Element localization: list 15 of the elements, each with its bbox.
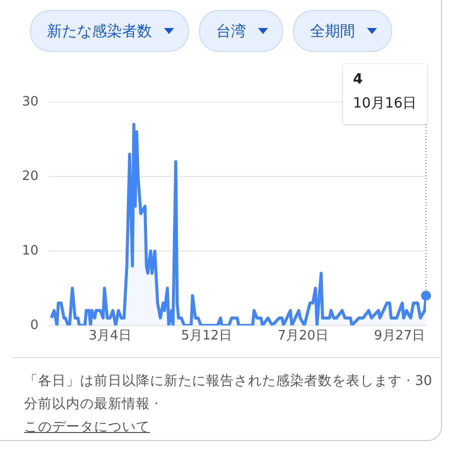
x-tick-label: 7月20日	[278, 328, 328, 344]
y-tick-label: 0	[30, 318, 39, 333]
annotation: 10月16日	[353, 96, 417, 112]
y-tick-label: 10	[22, 243, 39, 258]
x-tick-label: 9月27日	[374, 328, 425, 344]
y-tick-label: 30	[22, 94, 39, 110]
y-tick-label: 20	[22, 168, 39, 184]
text: 台湾	[216, 22, 246, 40]
text: このデータについて	[24, 418, 151, 437]
x-tick-label: 3月4日	[88, 328, 132, 344]
text: 新たな感染者数	[47, 22, 152, 40]
text: 全期間	[310, 22, 355, 40]
x-tick-label: 5月12日	[181, 328, 232, 344]
text: 「各日」は前日以降に新たに報告された感染者数を表します · 30 分前以内の最新情報 ·	[24, 372, 434, 414]
text: 4	[353, 72, 363, 88]
